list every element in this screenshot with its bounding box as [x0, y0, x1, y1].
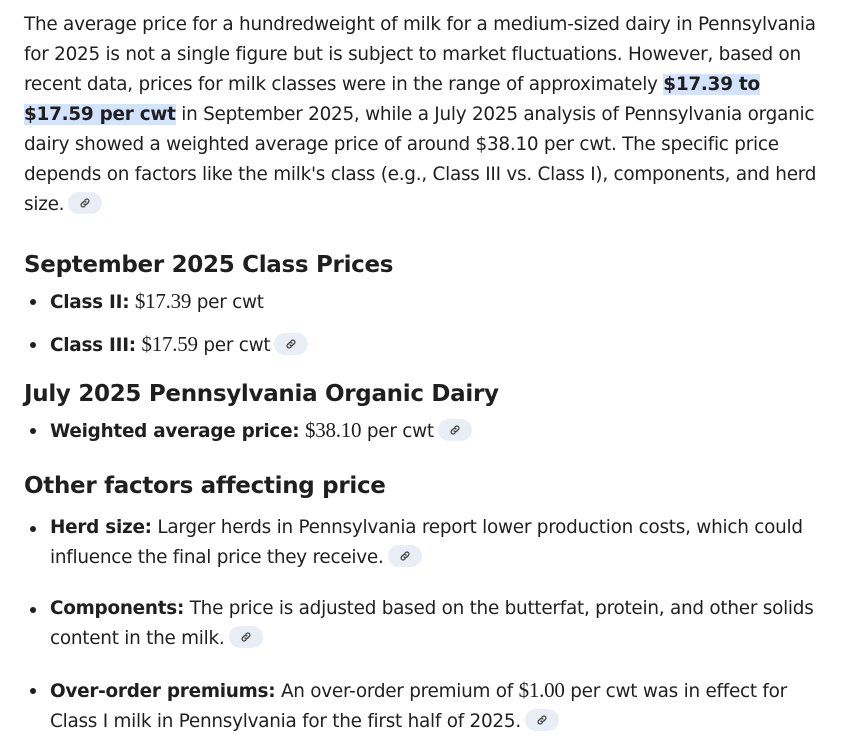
section-heading-september: September 2025 Class Prices — [24, 252, 394, 278]
list-item: Weighted average price: $38.10 per cwt — [24, 415, 824, 447]
item-label: Weighted average price: — [50, 421, 300, 442]
price-value: $17.59 — [141, 332, 199, 356]
item-label: Class II: — [50, 292, 130, 313]
link-icon — [450, 425, 460, 435]
price-unit: per cwt — [197, 335, 271, 356]
september-price-list: Class II: $17.39 per cwt Class III: $17.… — [24, 286, 824, 361]
source-link-button[interactable] — [228, 626, 263, 648]
list-item: Class II: $17.39 per cwt — [24, 286, 824, 318]
source-link-button[interactable] — [274, 333, 309, 355]
intro-paragraph: The average price for a hundredweight of… — [24, 10, 824, 220]
price-value: $38.10 — [305, 418, 362, 442]
intro-text-2: in September 2025, while a July 2025 ana… — [24, 104, 817, 215]
source-link-button[interactable] — [524, 709, 559, 731]
item-text: Larger herds in Pennsylvania report lowe… — [50, 517, 803, 568]
link-icon — [400, 551, 410, 561]
price-unit: per cwt — [191, 292, 264, 313]
item-text: An over-order premium of — [275, 681, 519, 702]
organic-price-list: Weighted average price: $38.10 per cwt — [24, 415, 824, 447]
price-unit: per cwt — [361, 421, 434, 442]
link-icon — [241, 632, 251, 642]
item-label: Components: — [50, 598, 185, 619]
intro-text-1: The average price for a hundredweight of… — [24, 14, 816, 95]
source-link-button[interactable] — [437, 419, 472, 441]
item-text: The price is adjusted based on the butte… — [50, 598, 814, 649]
price-value: $17.39 — [134, 289, 192, 313]
item-label: Over-order premiums: — [50, 681, 276, 702]
section-heading-other-factors: Other factors affecting price — [24, 473, 386, 499]
item-text: per cwt was in effect for Class I milk i… — [50, 681, 787, 732]
item-label: Herd size: — [50, 517, 152, 538]
ai-answer: The average price for a hundredweight of… — [24, 10, 824, 737]
list-item: Over-order premiums: An over-order premi… — [24, 675, 824, 737]
list-item: Herd size: Larger herds in Pennsylvania … — [24, 513, 824, 573]
source-link-button[interactable] — [387, 545, 422, 567]
link-icon — [537, 715, 547, 725]
list-item: Components: The price is adjusted based … — [24, 594, 824, 654]
other-factors-list: Herd size: Larger herds in Pennsylvania … — [24, 513, 824, 737]
source-link-button[interactable] — [68, 192, 103, 214]
price-value: $1.00 — [518, 678, 565, 702]
item-label: Class III: — [50, 335, 136, 356]
link-icon — [286, 339, 296, 349]
list-item: Class III: $17.59 per cwt — [24, 329, 824, 361]
link-icon — [80, 198, 90, 208]
section-heading-organic: July 2025 Pennsylvania Organic Dairy — [24, 381, 499, 407]
